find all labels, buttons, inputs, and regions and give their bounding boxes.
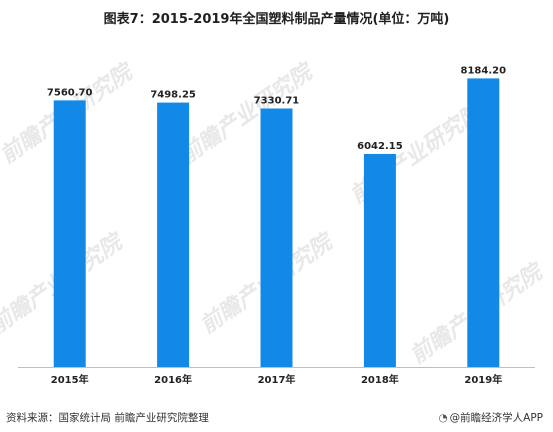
bar-2017年: [260, 108, 293, 367]
x-tick-label: 2018年: [361, 373, 399, 386]
data-label: 7560.70: [47, 87, 93, 98]
brand-logo-icon: ◔: [438, 412, 448, 424]
bar-2016年: [157, 102, 190, 368]
watermark-text: 前瞻产业研究院: [175, 57, 319, 169]
source-note: 资料来源：国家统计局 前瞻产业研究院整理: [6, 412, 209, 424]
bar-2019年: [467, 78, 500, 367]
x-tick-label: 2015年: [51, 373, 89, 386]
labels-group: 7560.70 2015年 7498.25 2016年 7330.71 2017年 6042…: [47, 65, 506, 386]
brand-credit: ◔ @前瞻经济学人APP: [438, 410, 543, 425]
brand-credit-text: @前瞻经济学人APP: [449, 412, 543, 424]
bar-2015年: [53, 100, 86, 368]
x-tick-label: 2016年: [154, 373, 192, 386]
bar-2018年: [363, 153, 396, 367]
x-tick-label: 2017年: [258, 373, 296, 386]
data-label: 8184.20: [461, 65, 507, 76]
data-label: 7498.25: [150, 90, 196, 101]
chart-title: 图表7：2015-2019年全国塑料制品产量情况(单位：万吨): [103, 12, 450, 27]
bars-group: [53, 78, 500, 368]
data-label: 6042.15: [357, 141, 403, 152]
data-label: 7330.71: [254, 95, 300, 106]
x-tick-label: 2019年: [464, 373, 502, 386]
